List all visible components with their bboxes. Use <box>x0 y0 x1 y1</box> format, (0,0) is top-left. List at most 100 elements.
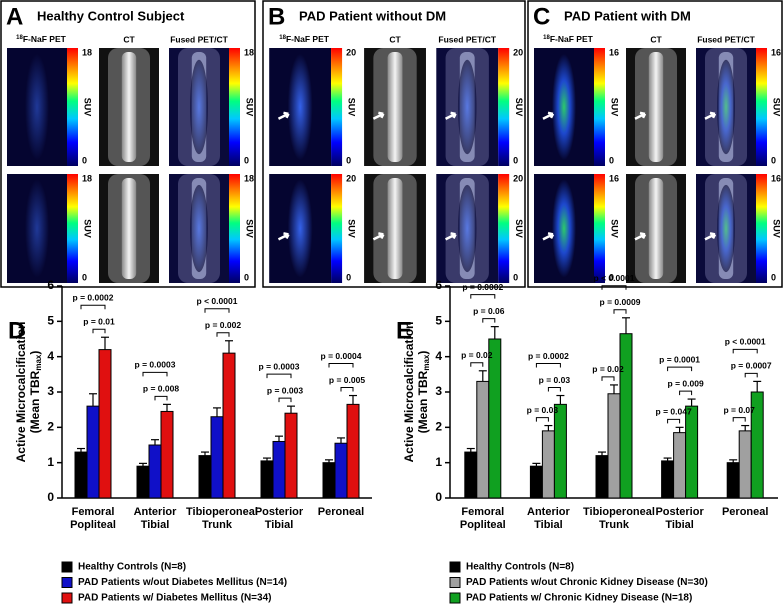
panel-letter: D <box>8 317 25 344</box>
pet-uptake <box>287 53 313 161</box>
colorbar-max: 16 <box>771 173 781 183</box>
bar <box>553 403 567 499</box>
comparison-bracket <box>744 372 758 378</box>
colorbar-min: 0 <box>244 155 249 165</box>
x-tick-label: Peroneal <box>721 506 769 518</box>
colorbar-max: 20 <box>346 47 356 57</box>
colorbar-max: 18 <box>244 47 254 57</box>
colorbar-max: 20 <box>513 173 523 183</box>
fused-uptake <box>190 59 208 155</box>
y-tick-label: 3 <box>435 384 442 398</box>
colorbar <box>67 174 78 283</box>
arrow <box>277 232 290 241</box>
arrow <box>372 111 385 120</box>
p-value: p = 0.02 <box>461 350 493 360</box>
bar <box>541 430 555 499</box>
bar <box>595 455 609 499</box>
colorbar-label: SUV <box>245 219 255 238</box>
column-header: Fused PET/CT <box>697 34 755 44</box>
p-value: p = 0.002 <box>205 320 241 330</box>
p-value: p = 0.0003 <box>135 360 176 370</box>
bar <box>272 440 286 499</box>
colorbar-min: 0 <box>513 155 518 165</box>
pet-uptake <box>287 179 313 278</box>
colorbar-min: 0 <box>82 272 87 282</box>
colorbar-min: 0 <box>771 155 776 165</box>
arrow <box>445 111 457 120</box>
y-tick-label: 6 <box>435 278 442 292</box>
ct-bone <box>648 52 664 162</box>
comparison-bracket <box>154 395 168 401</box>
p-value: p < 0.0001 <box>594 273 635 283</box>
comparison-bracket <box>482 318 496 323</box>
comparison-bracket <box>601 376 615 381</box>
legend-swatch <box>449 561 461 573</box>
y-tick-label: 0 <box>47 490 54 504</box>
column-header: 18F-NaF PET <box>16 34 66 44</box>
bar <box>488 338 502 499</box>
ct-bone <box>121 178 137 279</box>
x-tick-label: Tibioperoneal Trunk <box>186 506 258 531</box>
bar <box>86 405 100 499</box>
panel-title: PAD Patient with DM <box>564 8 691 23</box>
y-tick-label: 1 <box>435 455 442 469</box>
y-tick-label: 4 <box>47 349 54 363</box>
colorbar-max: 20 <box>513 47 523 57</box>
y-tick-label: 5 <box>435 314 442 328</box>
y-axis-label-sub: max <box>34 354 43 371</box>
ct-bone <box>387 52 403 162</box>
column-header-sup: 18 <box>16 35 23 41</box>
fused-uptake <box>190 184 208 273</box>
y-tick-label: 5 <box>47 314 54 328</box>
comparison-bracket <box>547 387 561 392</box>
colorbar-label: SUV <box>347 219 357 238</box>
legend-label: PAD Patients w/ Chronic Kidney Disease (… <box>466 593 692 604</box>
comparison-bracket <box>470 362 484 367</box>
y-tick-label: 0 <box>435 490 442 504</box>
y-axis-label-sub: max <box>422 354 431 371</box>
arrow <box>704 232 717 241</box>
arrow <box>634 111 647 120</box>
x-tick-label: Tibioperoneal Trunk <box>583 506 655 531</box>
comparison-bracket <box>667 418 681 424</box>
bar <box>160 410 174 499</box>
arrow <box>445 232 457 241</box>
column-header-sup: 18 <box>543 35 550 41</box>
colorbar-max: 18 <box>244 173 254 183</box>
y-axis-label: ) <box>28 351 42 355</box>
fused-uptake <box>717 59 735 155</box>
column-header-sup: 18 <box>279 35 286 41</box>
bar <box>346 403 360 499</box>
p-value: p = 0.03 <box>539 375 571 385</box>
comparison-bracket <box>535 417 549 422</box>
colorbar-label: SUV <box>514 219 524 238</box>
y-axis-label: Active Microcalcification <box>14 322 28 463</box>
pet-uptake <box>552 53 576 161</box>
colorbar-label: SUV <box>83 219 93 238</box>
legend-label: Healthy Controls (N=8) <box>466 562 574 573</box>
y-axis-label: Active Microcalcification <box>402 322 416 463</box>
pet-uptake <box>25 53 49 161</box>
comparison-bracket <box>80 304 106 310</box>
bar <box>198 455 212 499</box>
x-tick-label: Peroneal <box>317 506 365 518</box>
colorbar <box>594 174 605 283</box>
colorbar-min: 0 <box>244 272 249 282</box>
panel-letter: A <box>6 3 23 30</box>
column-header: CT <box>650 34 662 44</box>
bar <box>210 416 224 499</box>
colorbar-min: 0 <box>513 272 518 282</box>
colorbar <box>67 48 78 166</box>
comparison-bracket <box>92 328 106 334</box>
x-tick-label: Anterior Tibial <box>133 506 177 531</box>
panel-title: PAD Patient without DM <box>299 8 446 23</box>
column-header: 18F-NaF PET <box>279 34 329 44</box>
colorbar-max: 16 <box>609 173 619 183</box>
colorbar-min: 0 <box>346 272 351 282</box>
comparison-bracket <box>535 363 561 368</box>
bar <box>98 349 112 499</box>
colorbar-label: SUV <box>245 98 255 117</box>
colorbar-min: 0 <box>82 155 87 165</box>
colorbar <box>756 48 767 166</box>
